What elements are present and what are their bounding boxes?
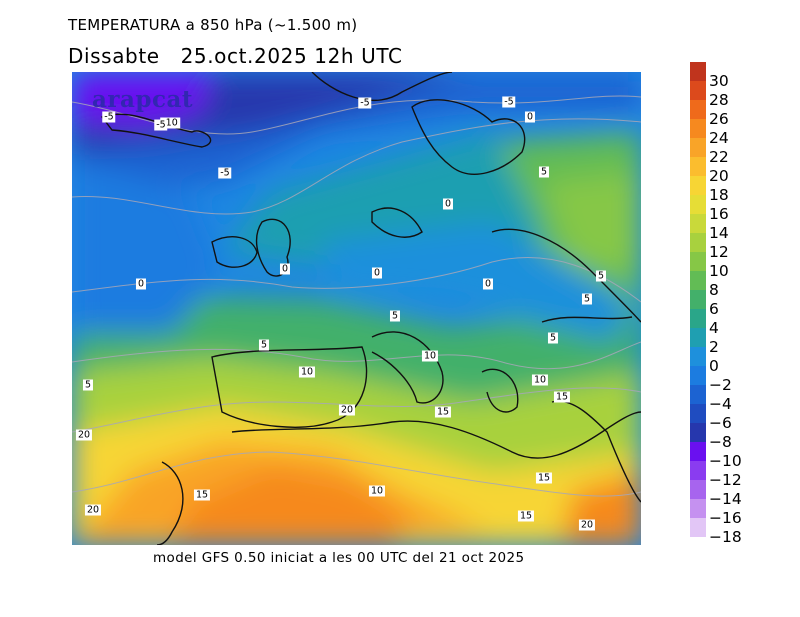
colorbar-swatch — [690, 290, 706, 309]
colorbar-swatch — [690, 385, 706, 404]
contour-label: 10 — [368, 485, 386, 497]
colorbar-tick-label: 12 — [709, 243, 729, 261]
colorbar-swatch — [690, 119, 706, 138]
colorbar-tick-label: 28 — [709, 91, 729, 109]
contour-label: 20 — [84, 504, 102, 516]
colorbar-swatch — [690, 100, 706, 119]
contour-label: -5 — [154, 119, 168, 131]
colorbar-tick-label: −12 — [709, 471, 742, 489]
colorbar-tick-label: −8 — [709, 433, 732, 451]
chart-title: TEMPERATURA a 850 hPa (~1.500 m) — [68, 16, 358, 34]
colorbar-tick-label: 16 — [709, 205, 729, 223]
colorbar-tick-label: 22 — [709, 148, 729, 166]
colorbar — [690, 62, 706, 537]
colorbar-tick-label: −14 — [709, 490, 742, 508]
colorbar-swatch — [690, 347, 706, 366]
contour-label: 0 — [279, 263, 291, 275]
colorbar-tick-label: −2 — [709, 376, 732, 394]
colorbar-tick-label: 18 — [709, 186, 729, 204]
contour-label: 0 — [442, 198, 454, 210]
colorbar-tick-label: 4 — [709, 319, 719, 337]
colorbar-tick-label: 20 — [709, 167, 729, 185]
contour-label: 20 — [338, 404, 356, 416]
colorbar-tick-label: 2 — [709, 338, 719, 356]
colorbar-tick-label: 26 — [709, 110, 729, 128]
contour-label: 0 — [371, 267, 383, 279]
contour-label: 20 — [578, 519, 596, 531]
model-info-footer: model GFS 0.50 iniciat a les 00 UTC del … — [153, 550, 525, 566]
colorbar-tick-label: 0 — [709, 357, 719, 375]
colorbar-swatch — [690, 328, 706, 347]
contour-label: 15 — [517, 510, 535, 522]
contour-label: 5 — [389, 310, 401, 322]
contour-label: 15 — [434, 406, 452, 418]
colorbar-swatch — [690, 366, 706, 385]
colorbar-tick-label: 8 — [709, 281, 719, 299]
colorbar-swatch — [690, 442, 706, 461]
contour-label: 0 — [524, 111, 536, 123]
contour-label: 5 — [82, 379, 94, 391]
colorbar-tick-label: 24 — [709, 129, 729, 147]
contour-label: 5 — [547, 332, 559, 344]
colorbar-tick-label: −16 — [709, 509, 742, 527]
contour-label: 15 — [193, 489, 211, 501]
colorbar-swatch — [690, 423, 706, 442]
colorbar-tick-label: 6 — [709, 300, 719, 318]
colorbar-swatch — [690, 214, 706, 233]
colorbar-tick-label: −4 — [709, 395, 732, 413]
colorbar-tick-label: −10 — [709, 452, 742, 470]
contour-label: 5 — [581, 293, 593, 305]
colorbar-swatch — [690, 271, 706, 290]
contour-label: 15 — [553, 391, 571, 403]
contour-label: 5 — [595, 270, 607, 282]
contour-label: 10 — [531, 374, 549, 386]
colorbar-swatch — [690, 480, 706, 499]
temperature-map: arapcat -5 -5 -5 -10 -5 -5 0 5 0 0 0 0 0… — [72, 72, 641, 545]
colorbar-swatch — [690, 157, 706, 176]
colorbar-swatch — [690, 499, 706, 518]
colorbar-swatch — [690, 62, 706, 81]
contour-label: 5 — [538, 166, 550, 178]
colorbar-tick-label: 14 — [709, 224, 729, 242]
map-svg — [72, 72, 641, 545]
colorbar-swatch — [690, 81, 706, 100]
colorbar-swatch — [690, 404, 706, 423]
colorbar-swatch — [690, 176, 706, 195]
contour-label: 0 — [135, 278, 147, 290]
contour-label: -5 — [502, 96, 516, 108]
colorbar-tick-label: −18 — [709, 528, 742, 546]
colorbar-swatch — [690, 252, 706, 271]
colorbar-swatch — [690, 233, 706, 252]
colorbar-swatch — [690, 195, 706, 214]
colorbar-tick-label: −6 — [709, 414, 732, 432]
contour-label: -5 — [218, 167, 232, 179]
watermark-logo: arapcat — [92, 86, 194, 113]
colorbar-tick-label: 30 — [709, 72, 729, 90]
contour-label: -5 — [358, 97, 372, 109]
contour-label: 10 — [298, 366, 316, 378]
colorbar-tick-label: 10 — [709, 262, 729, 280]
contour-label: -5 — [102, 111, 116, 123]
contour-label: -10 — [160, 117, 180, 129]
colorbar-swatch — [690, 461, 706, 480]
contour-label: 20 — [75, 429, 93, 441]
contour-label: 0 — [482, 278, 494, 290]
contour-label: 15 — [535, 472, 553, 484]
contour-label: 5 — [258, 339, 270, 351]
colorbar-swatch — [690, 138, 706, 157]
contour-label: 10 — [421, 350, 439, 362]
colorbar-swatch — [690, 309, 706, 328]
chart-subtitle: Dissabte 25.oct.2025 12h UTC — [68, 44, 403, 68]
colorbar-swatch — [690, 518, 706, 537]
